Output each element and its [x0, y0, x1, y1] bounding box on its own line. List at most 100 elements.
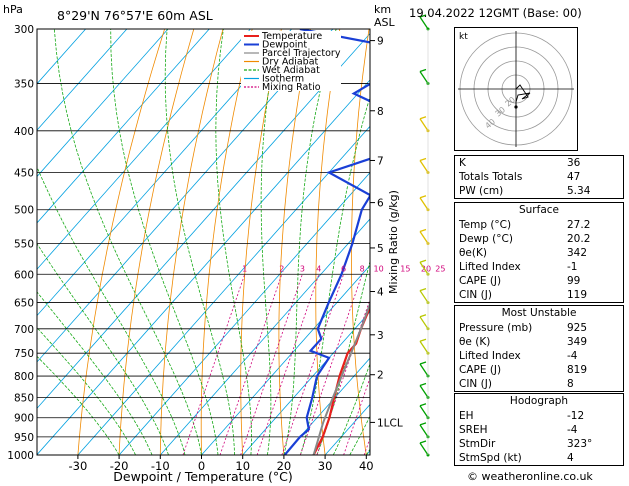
pressure-tick-label: 550: [14, 238, 34, 250]
wind-barb: [419, 261, 429, 275]
row-label: Lifted Index: [459, 350, 521, 362]
wind-barb: [419, 363, 429, 377]
most-unstable-title: Most Unstable: [501, 307, 577, 319]
wind-barb-flag: [419, 195, 427, 199]
wind-barb: [419, 197, 429, 211]
pressure-tick-label: 950: [14, 432, 34, 444]
temp-tick-label: 10: [235, 459, 250, 473]
mixing-ratio-label: 1: [242, 264, 247, 273]
temp-tick-label: 0: [198, 459, 205, 473]
isotherm-line: [37, 29, 251, 270]
km-tick-label: 4: [377, 287, 384, 299]
temp-tick-label: -20: [110, 459, 129, 473]
row-label: StmDir: [459, 438, 496, 450]
row-value: 99: [567, 275, 581, 287]
wind-barb: [419, 160, 429, 173]
mixing-ratio-label: 2: [279, 264, 284, 273]
surface-title: Surface: [518, 204, 559, 216]
km-tick-label: 7: [377, 155, 384, 167]
pressure-tick-label: 1000: [7, 450, 34, 462]
wet-adiabat-line: [53, 29, 202, 455]
table-row: SREH -4: [455, 423, 623, 437]
isotherm-line: [37, 29, 169, 178]
row-value: 27.2: [567, 219, 591, 231]
row-label: CAPE (J): [459, 364, 502, 376]
wind-barb: [419, 424, 429, 438]
hodograph-point: [514, 105, 518, 109]
table-row: Lifted Index -1: [455, 260, 623, 274]
isotherm-line: [37, 32, 370, 409]
row-label: Dewp (°C): [459, 233, 513, 245]
plot-frame: [36, 28, 371, 456]
km-tick-label: 1LCL: [377, 417, 403, 429]
row-value: 819: [567, 364, 588, 376]
wind-barb-flag: [419, 287, 427, 292]
pressure-tick-label: 500: [14, 205, 34, 217]
wind-barb-flag: [419, 440, 427, 444]
wet-adiabat-line: [332, 362, 370, 455]
hodograph-table-panel: Hodograph EH -12 SREH -4 StmDir 323° StmSpd (k…: [454, 393, 624, 466]
km-tick-label: 9: [377, 36, 384, 48]
isotherm-line: [37, 29, 128, 131]
wet-adiabat-line: [164, 29, 235, 455]
series-line-parcel-trajectory: [312, 300, 370, 455]
temp-tick-label: -10: [151, 459, 170, 473]
temp-tick-label: 30: [318, 459, 333, 473]
legend-entry: Parcel Trajectory: [262, 48, 341, 59]
row-value: 925: [567, 322, 588, 334]
wet-adiabat-line: [37, 327, 136, 455]
mixing-ratio-line: [281, 274, 344, 455]
row-label: θe (K): [459, 336, 491, 348]
row-label: StmSpd (kt): [459, 452, 522, 464]
isotherm-line: [37, 29, 210, 224]
km-tick-label: 8: [377, 106, 384, 118]
pressure-tick-label: 300: [14, 24, 34, 36]
table-row: Pressure (mb) 925: [455, 321, 623, 335]
table-row: Totals Totals 47: [455, 170, 623, 184]
row-label: CIN (J): [459, 378, 492, 390]
row-label: EH: [459, 410, 474, 422]
row-label: SREH: [459, 424, 488, 436]
mixing-ratio-label: 15: [400, 264, 410, 273]
table-row: PW (cm) 5.34: [455, 184, 623, 198]
row-value: 342: [567, 247, 588, 259]
wind-barb: [419, 16, 429, 30]
x-axis-label: Dewpoint / Temperature (°C): [113, 469, 292, 484]
km-label: km: [374, 3, 391, 16]
dry-adiabat-line: [200, 29, 253, 455]
temp-tick-label: -30: [69, 459, 88, 473]
dry-adiabat-line: [118, 29, 195, 455]
mixing-ratio-label: 8: [360, 264, 365, 273]
isotherm-line: [77, 125, 370, 455]
legend-entry: Dewpoint: [262, 40, 307, 51]
row-label: Lifted Index: [459, 261, 521, 273]
wet-adiabat-line: [215, 29, 252, 455]
row-value: -4: [567, 424, 578, 436]
row-value: 349: [567, 336, 588, 348]
wind-barb-flag: [419, 314, 427, 318]
isotherm-line: [118, 172, 370, 455]
row-value: 36: [567, 157, 581, 169]
km-tick-label: 2: [377, 370, 384, 382]
row-value: 20.2: [567, 233, 591, 245]
mixing-ratio-label: 4: [316, 264, 321, 273]
wind-barb-flag: [419, 422, 427, 426]
isotherm-line: [37, 29, 86, 85]
mixing-ratio-line: [219, 274, 283, 455]
wind-barb-flag: [419, 382, 427, 387]
wet-adiabat-line: [37, 355, 120, 455]
dry-adiabat-line: [77, 29, 165, 455]
row-label: CIN (J): [459, 289, 492, 301]
dry-adiabat-line: [159, 29, 224, 455]
wind-barb-flag: [419, 361, 427, 365]
wind-barb-flag: [419, 157, 427, 162]
pressure-tick-label: 600: [14, 269, 34, 281]
table-row: StmSpd (kt) 4: [455, 451, 623, 465]
row-label: θe(K): [459, 247, 487, 259]
most-unstable-panel: Most Unstable Pressure (mb) 925 θe (K) 349 L…: [454, 305, 624, 392]
isotherm-line: [37, 79, 370, 455]
wind-barb-flag: [419, 68, 427, 73]
row-label: CAPE (J): [459, 275, 502, 287]
isotherm-line: [283, 357, 370, 455]
